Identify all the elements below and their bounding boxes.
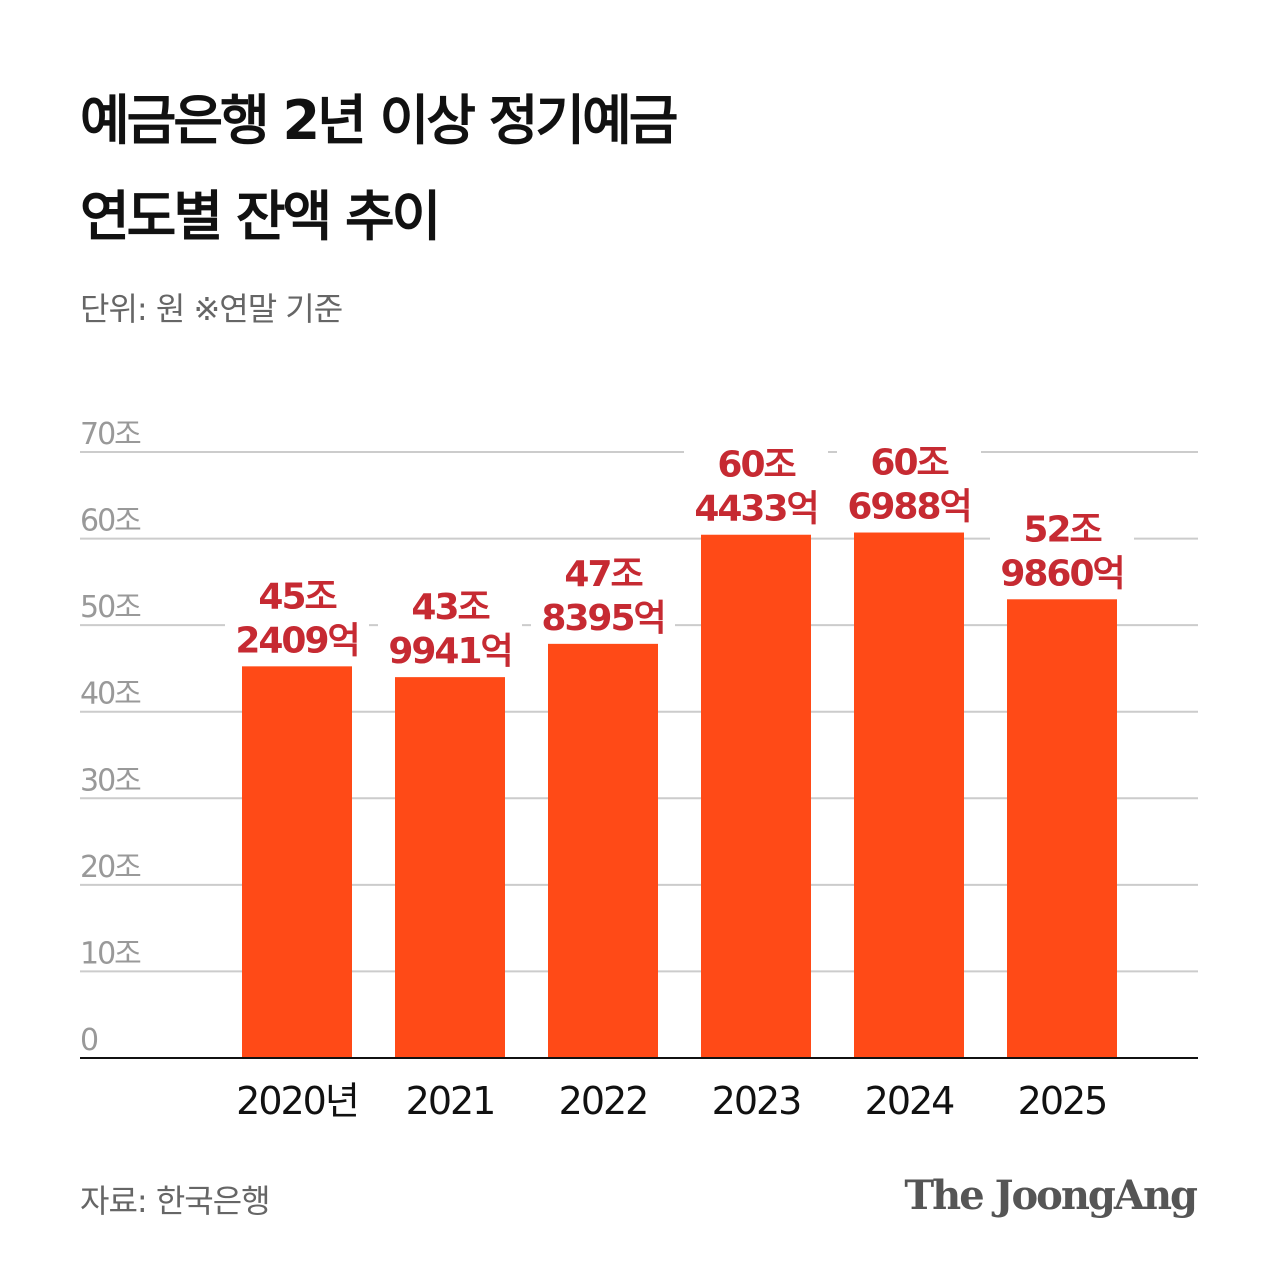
x-tick-label: 2022 (559, 1079, 648, 1123)
x-tick-label: 2021 (406, 1079, 495, 1123)
value-label-background (837, 434, 981, 523)
value-label-line-2: 4433억 (694, 489, 817, 530)
bar (395, 677, 505, 1058)
y-tick-label: 70조 (80, 417, 141, 452)
bar (701, 534, 811, 1058)
value-label-line-2: 9860억 (1000, 553, 1123, 594)
value-label-line-2: 8395억 (541, 598, 664, 639)
value-label-line-1: 43조 (411, 587, 489, 628)
bar (854, 532, 964, 1058)
y-tick-label: 30조 (80, 763, 141, 798)
x-tick-label: 2020년 (236, 1079, 358, 1123)
title-line-1: 예금은행 2년 이상 정기예금 (80, 89, 678, 152)
value-label-line-1: 45조 (258, 576, 336, 617)
publisher-logo: The JoongAng (904, 1172, 1198, 1219)
value-label-background (378, 579, 522, 668)
y-tick-label: 0 (80, 1023, 98, 1058)
source-note: 자료: 한국은행 (80, 1182, 271, 1220)
value-label-background (531, 545, 675, 634)
bar (548, 643, 658, 1058)
value-label-line-1: 60조 (870, 443, 948, 484)
value-label-line-1: 47조 (564, 554, 642, 595)
value-label-line-2: 2409억 (235, 620, 358, 661)
y-tick-label: 10조 (80, 936, 141, 971)
x-tick-label: 2023 (712, 1079, 801, 1123)
y-tick-label: 40조 (80, 677, 141, 712)
value-label-background (684, 436, 828, 525)
subtitle: 단위: 원 ※연말 기준 (80, 290, 343, 328)
x-tick-label: 2024 (865, 1079, 955, 1123)
bar (1007, 599, 1117, 1058)
value-label-background (990, 501, 1134, 590)
y-tick-label: 50조 (80, 590, 141, 625)
bar (242, 666, 352, 1058)
title-line-2: 연도별 잔액 추이 (80, 185, 441, 248)
x-tick-label: 2025 (1018, 1079, 1107, 1123)
value-label-line-2: 9941억 (388, 631, 511, 672)
value-label-line-1: 60조 (717, 445, 795, 486)
y-tick-label: 60조 (80, 504, 141, 539)
value-label-line-2: 6988억 (847, 487, 970, 528)
value-label-background (225, 568, 369, 657)
value-label-line-1: 52조 (1023, 509, 1101, 550)
y-tick-label: 20조 (80, 850, 141, 885)
